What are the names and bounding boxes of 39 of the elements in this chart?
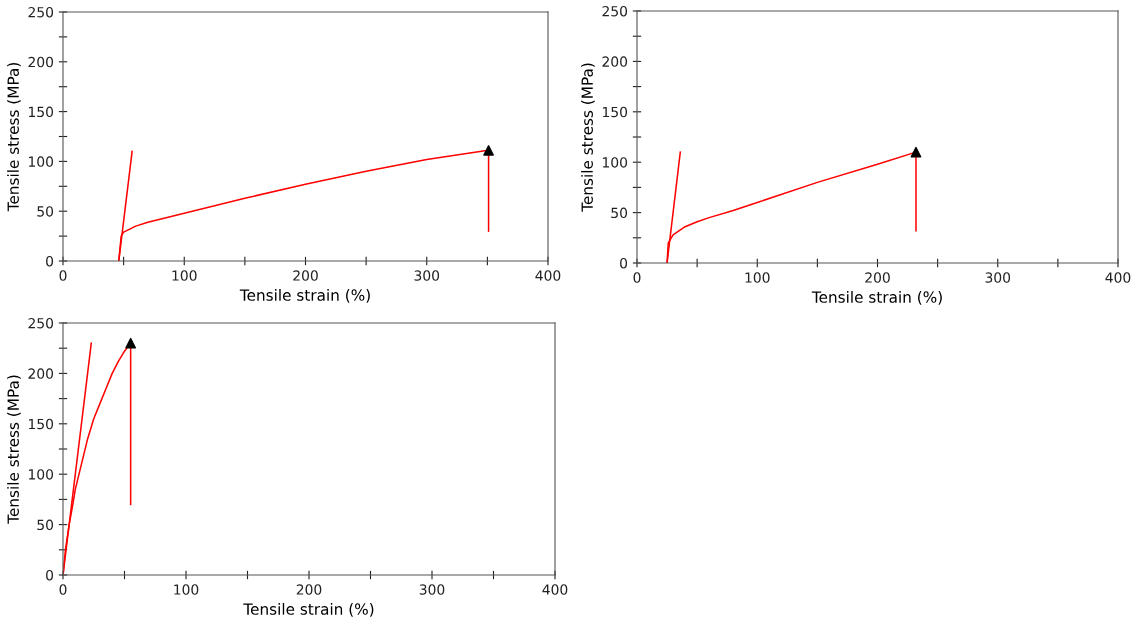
y-tick-label: 200 [602,56,628,67]
x-tick-label: 300 [419,584,445,595]
y-tick-label: 150 [28,106,54,118]
x-tick-label: 100 [172,270,197,281]
x-tick-label: 0 [59,270,67,281]
x-tick-label: 0 [59,584,67,595]
y-tick-label: 200 [28,56,54,68]
x-axis-title: Tensile strain (%) [811,291,942,305]
y-axis-title: Tensile stress (MPa) [7,63,21,212]
y-tick-label: 0 [620,257,628,269]
y-tick-label: 50 [611,207,628,219]
y-axis-title: Tensile stress (MPa) [7,375,21,524]
y-tick-label: 0 [46,569,54,581]
x-tick-label: 100 [174,584,199,595]
y-tick-label: 150 [602,106,628,118]
x-axis-title: Tensile strain (%) [239,289,370,303]
x-axis-title: Tensile strain (%) [243,603,374,617]
y-tick-label: 250 [602,5,628,17]
x-tick-label: 400 [535,270,561,281]
x-tick-label: 200 [865,272,890,283]
y-tick-label: 100 [28,156,54,167]
x-tick-label: 400 [1105,272,1131,283]
y-tick-label: 200 [28,368,54,379]
x-tick-label: 100 [745,272,770,283]
y-tick-label: 250 [28,317,54,329]
y-axis-title: Tensile stress (MPa) [581,63,595,212]
x-tick-label: 300 [985,272,1011,283]
y-tick-label: 0 [46,255,54,267]
y-tick-label: 100 [602,157,628,168]
x-tick-label: 400 [542,584,568,595]
y-tick-label: 50 [37,519,54,531]
y-tick-label: 250 [28,6,54,18]
y-tick-label: 150 [28,418,54,430]
x-tick-label: 300 [414,270,440,281]
y-tick-label: 100 [28,469,54,480]
y-tick-label: 50 [37,206,54,217]
x-tick-label: 200 [293,270,318,281]
x-tick-label: 0 [633,272,641,283]
x-tick-label: 200 [296,584,322,595]
